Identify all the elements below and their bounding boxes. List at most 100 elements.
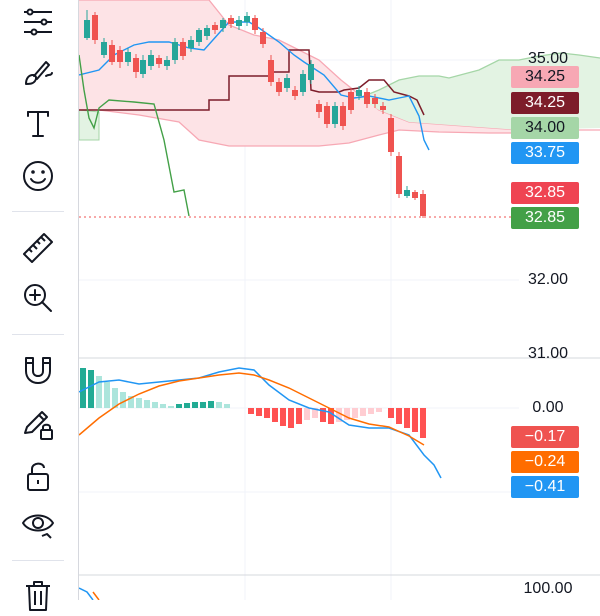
candle-body — [172, 42, 178, 60]
histogram-bar — [388, 408, 394, 418]
trash-icon — [26, 581, 50, 611]
zoom-in-icon — [24, 284, 52, 312]
histogram-bar — [192, 402, 198, 408]
candle-body — [356, 90, 362, 96]
histogram-bar — [420, 408, 426, 438]
histogram-bar — [312, 408, 318, 418]
histogram-bar — [200, 402, 206, 408]
histogram-bar — [352, 408, 358, 418]
candle-body — [412, 192, 418, 198]
histogram-bar — [224, 404, 230, 408]
toolbar-divider — [12, 211, 64, 212]
magnet-tool[interactable] — [14, 348, 62, 392]
histogram-bar — [208, 401, 214, 408]
candle-body — [404, 190, 410, 196]
oscillator-line — [78, 587, 94, 601]
lock-tool[interactable] — [14, 454, 62, 498]
candle-body — [316, 104, 322, 112]
candle-body — [196, 30, 202, 42]
candle-body — [420, 194, 426, 216]
cloud-bullish-edge — [358, 52, 600, 99]
histogram-bar — [136, 398, 142, 408]
chikou-label: 32.85 — [511, 207, 579, 229]
histogram-bar — [404, 408, 410, 428]
ruler-icon — [23, 233, 53, 263]
visibility-tool[interactable] — [14, 502, 62, 546]
toolbar-divider — [12, 334, 64, 335]
candle-body — [133, 58, 139, 72]
tenkan-line — [78, 21, 430, 151]
candle-body — [204, 28, 210, 36]
histogram-bar — [328, 408, 334, 424]
candle-body — [84, 20, 90, 38]
leading-span-b-label: 34.25 — [511, 66, 579, 88]
zoom-tool[interactable] — [14, 276, 62, 320]
candle-body — [380, 106, 386, 110]
candle-body — [308, 64, 314, 80]
histogram-bar — [412, 408, 418, 432]
candle-body — [332, 106, 338, 124]
candle-body — [140, 60, 146, 74]
candle-body — [117, 50, 123, 62]
text-tool[interactable] — [14, 102, 62, 146]
drawing-toolbar — [0, 0, 78, 611]
macd-histogram — [80, 368, 426, 438]
candle-body — [284, 78, 290, 88]
chart-area[interactable] — [78, 0, 600, 601]
macd-value-label: −0.41 — [511, 476, 579, 498]
kijun-label: 34.25 — [511, 92, 579, 114]
indicators-tool[interactable] — [14, 0, 62, 44]
cloud-bullish-left — [78, 109, 100, 141]
histogram-bar — [248, 408, 254, 414]
candle-body — [109, 45, 115, 62]
histogram-bar — [376, 408, 382, 412]
brush-icon — [25, 61, 53, 85]
candle-body — [188, 40, 194, 48]
macd-line — [78, 367, 442, 479]
candle-body — [324, 106, 330, 124]
candle-body — [372, 98, 378, 104]
signal-line — [78, 372, 425, 446]
histogram-bar — [144, 400, 150, 408]
histogram-bar — [396, 408, 402, 424]
unlock-icon — [27, 462, 49, 491]
histogram-bar — [96, 376, 102, 408]
histogram-bar — [296, 408, 302, 424]
candle-body — [292, 90, 298, 96]
candle-body — [228, 18, 234, 24]
candle-body — [101, 42, 107, 55]
candle-body — [156, 58, 162, 64]
candle-body — [164, 60, 170, 66]
candle-body — [125, 52, 131, 62]
oscillator-line-2 — [92, 591, 100, 601]
emoji-tool[interactable] — [14, 154, 62, 198]
delete-tool[interactable] — [14, 572, 62, 616]
price-axis-tick: 35.00 — [527, 50, 569, 67]
histogram-bar — [184, 403, 190, 408]
chikou-line — [78, 54, 190, 217]
candle-body — [364, 92, 370, 104]
ruler-tool[interactable] — [14, 224, 62, 268]
candle-body — [396, 156, 402, 194]
candle-body — [268, 60, 274, 82]
toolbar-border — [78, 0, 79, 600]
lock-drawings-tool[interactable] — [14, 402, 62, 446]
histogram-bar — [368, 408, 374, 414]
toolbar-divider — [12, 560, 64, 561]
candle-body — [220, 20, 226, 28]
histogram-bar — [80, 368, 86, 408]
cloud-bearish-edge — [79, 109, 519, 147]
chart-canvas[interactable] — [78, 0, 600, 601]
candlestick-series — [84, 10, 426, 218]
histogram-bar — [320, 408, 326, 422]
histogram-bar — [272, 408, 278, 422]
brush-tool[interactable] — [14, 50, 62, 94]
candle-body — [252, 18, 258, 30]
candle-body — [212, 25, 218, 30]
pencil-lock-icon — [24, 411, 53, 440]
macd-zero-tick: 0.00 — [532, 399, 564, 416]
histogram-bar — [112, 388, 118, 408]
histogram-bar — [88, 370, 94, 408]
leading-span-a-label: 34.00 — [511, 117, 579, 139]
candle-body — [276, 82, 282, 92]
